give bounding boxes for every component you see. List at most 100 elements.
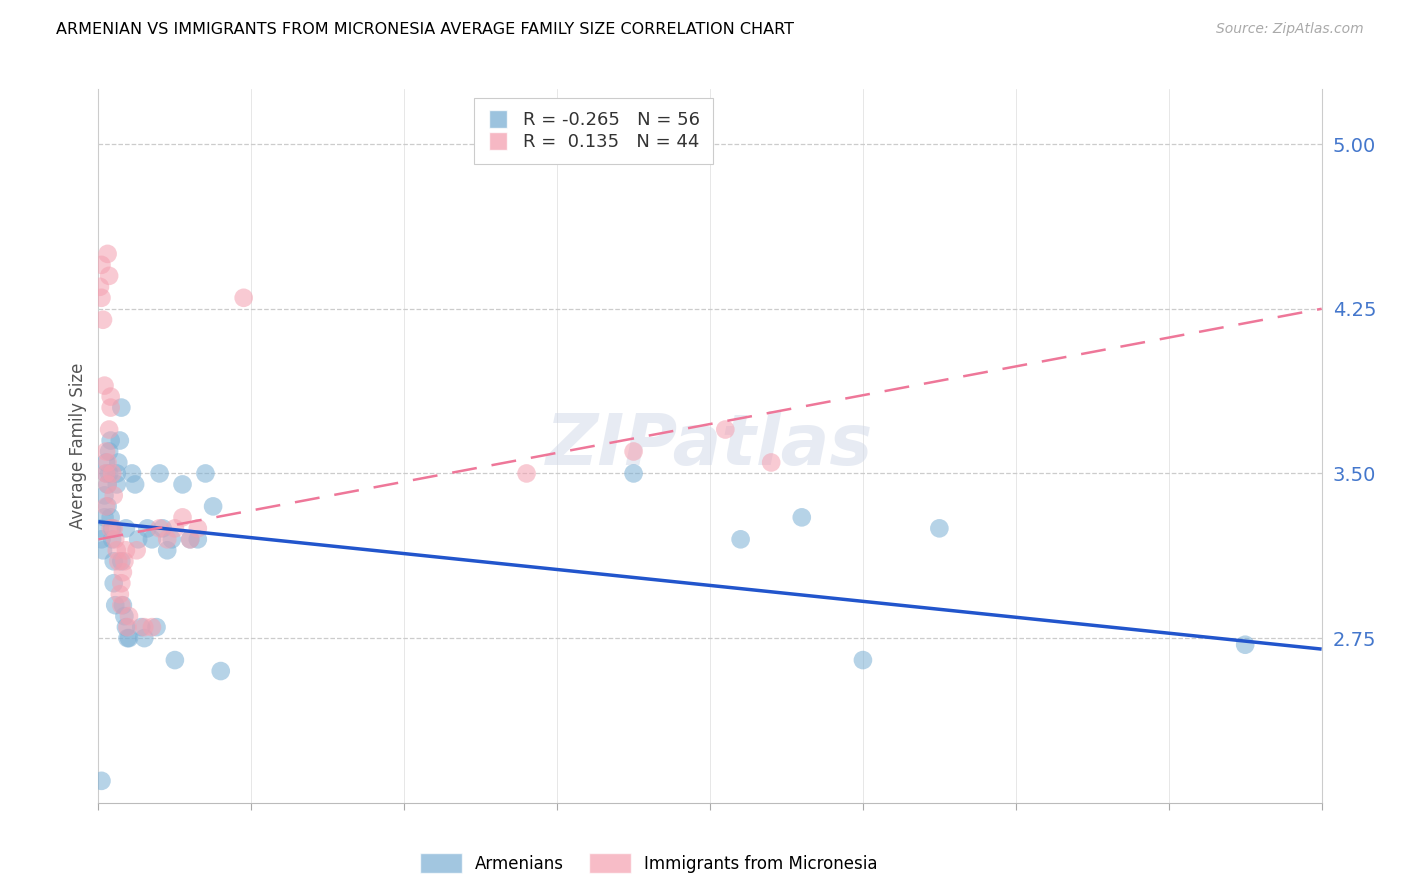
Point: [97, 500, 120, 514]
Point: [89, 521, 111, 535]
Point: [156, 543, 179, 558]
Point: [89, 280, 111, 294]
Point: [108, 434, 131, 448]
Point: [100, 434, 122, 448]
Point: [516, 467, 538, 481]
Point: [111, 566, 134, 580]
Point: [90, 291, 112, 305]
Point: [124, 477, 146, 491]
Point: [172, 510, 194, 524]
Point: [112, 554, 135, 568]
Legend: Armenians, Immigrants from Micronesia: Armenians, Immigrants from Micronesia: [413, 847, 884, 880]
Point: [97, 247, 120, 261]
Point: [100, 390, 122, 404]
Point: [104, 533, 127, 547]
Point: [90, 533, 112, 547]
Point: [179, 533, 201, 547]
Point: [134, 631, 156, 645]
Point: [91, 312, 114, 326]
Point: [125, 543, 148, 558]
Point: [209, 664, 232, 678]
Point: [107, 455, 129, 469]
Point: [852, 653, 875, 667]
Point: [98, 423, 121, 437]
Point: [90, 773, 112, 788]
Point: [105, 467, 128, 481]
Point: [187, 533, 209, 547]
Point: [101, 521, 124, 535]
Point: [121, 467, 143, 481]
Point: [94, 467, 117, 481]
Point: [118, 631, 141, 645]
Point: [145, 620, 167, 634]
Point: [149, 467, 172, 481]
Point: [152, 521, 174, 535]
Point: [103, 554, 125, 568]
Point: [101, 467, 124, 481]
Point: [103, 488, 125, 502]
Point: [179, 533, 201, 547]
Point: [93, 378, 115, 392]
Point: [759, 455, 782, 469]
Point: [94, 455, 117, 469]
Point: [714, 423, 737, 437]
Text: ARMENIAN VS IMMIGRANTS FROM MICRONESIA AVERAGE FAMILY SIZE CORRELATION CHART: ARMENIAN VS IMMIGRANTS FROM MICRONESIA A…: [56, 22, 794, 37]
Point: [105, 477, 128, 491]
Point: [100, 521, 122, 535]
Point: [790, 510, 813, 524]
Text: Source: ZipAtlas.com: Source: ZipAtlas.com: [1216, 22, 1364, 37]
Point: [149, 521, 172, 535]
Point: [112, 609, 135, 624]
Point: [232, 291, 254, 305]
Point: [93, 510, 115, 524]
Point: [127, 533, 149, 547]
Point: [202, 500, 225, 514]
Point: [194, 467, 217, 481]
Point: [111, 598, 134, 612]
Point: [97, 477, 120, 491]
Point: [115, 521, 138, 535]
Point: [117, 620, 139, 634]
Point: [117, 631, 139, 645]
Point: [172, 477, 194, 491]
Point: [730, 533, 752, 547]
Point: [136, 521, 159, 535]
Point: [187, 521, 209, 535]
Point: [134, 620, 156, 634]
Point: [103, 521, 125, 535]
Point: [623, 467, 645, 481]
Point: [110, 576, 132, 591]
Point: [108, 587, 131, 601]
Point: [101, 533, 124, 547]
Point: [103, 576, 125, 591]
Point: [97, 455, 120, 469]
Point: [110, 401, 132, 415]
Point: [156, 533, 179, 547]
Point: [94, 444, 117, 458]
Point: [623, 444, 645, 458]
Point: [93, 488, 115, 502]
Y-axis label: Average Family Size: Average Family Size: [69, 363, 87, 529]
Point: [141, 620, 163, 634]
Point: [98, 467, 121, 481]
Point: [110, 598, 132, 612]
Point: [90, 258, 112, 272]
Point: [98, 268, 121, 283]
Point: [118, 609, 141, 624]
Point: [94, 500, 117, 514]
Point: [100, 510, 122, 524]
Point: [1234, 638, 1257, 652]
Point: [163, 521, 186, 535]
Point: [94, 467, 117, 481]
Text: ZIPatlas: ZIPatlas: [547, 411, 873, 481]
Point: [115, 543, 138, 558]
Point: [928, 521, 950, 535]
Point: [163, 653, 186, 667]
Point: [107, 554, 129, 568]
Point: [115, 620, 138, 634]
Point: [141, 533, 163, 547]
Point: [104, 598, 127, 612]
Point: [100, 401, 122, 415]
Point: [129, 620, 152, 634]
Point: [160, 533, 183, 547]
